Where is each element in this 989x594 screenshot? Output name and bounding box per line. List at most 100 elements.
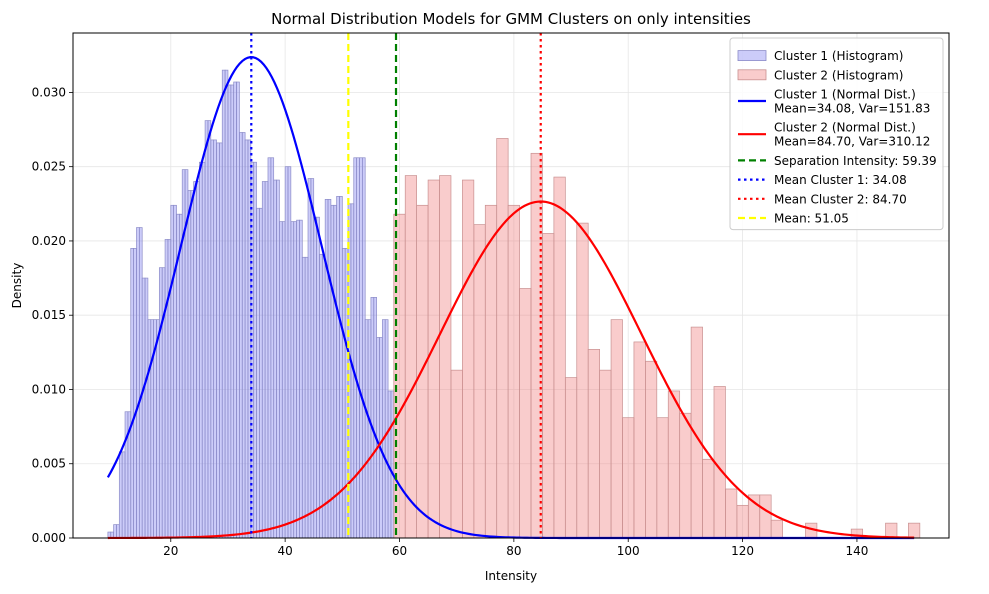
cluster1-hist-bar — [330, 204, 335, 539]
cluster2-hist-bar — [725, 488, 738, 539]
cluster2-hist-bar — [404, 175, 418, 539]
cluster2-hist-bar — [656, 417, 669, 539]
cluster1-hist-bar — [224, 69, 229, 539]
cluster2-hist-bar — [507, 204, 520, 539]
cluster1-hist-bar — [144, 277, 149, 539]
cluster1-hist-bar — [321, 253, 326, 539]
cluster2-hist-bar — [462, 179, 475, 539]
legend-swatch — [737, 69, 767, 81]
cluster1-hist-bar — [113, 524, 117, 539]
x-tick-label: 140 — [845, 544, 868, 558]
y-tick-label: 0.030 — [32, 85, 66, 99]
cluster1-hist-bar — [307, 178, 312, 539]
cluster1-hist-bar — [333, 204, 337, 539]
cluster1-hist-bar — [210, 139, 215, 539]
cluster1-hist-bar — [293, 221, 297, 539]
legend-label: Mean=34.08, Var=151.83 — [774, 102, 930, 116]
cluster1-hist-bar — [290, 221, 295, 539]
cluster2-hist-bar — [770, 519, 783, 539]
cluster1-hist-bar — [250, 161, 255, 539]
legend-label: Mean: 51.05 — [774, 212, 849, 226]
cluster1-hist-bar — [173, 204, 177, 539]
x-tick-label: 20 — [163, 544, 178, 558]
cluster1-hist-bar — [327, 199, 332, 539]
cluster1-hist-bar — [118, 451, 123, 539]
cluster2-hist-bar — [439, 175, 452, 539]
cluster1-hist-bar — [319, 253, 323, 539]
cluster1-hist-bar — [201, 161, 206, 539]
cluster1-hist-bar — [133, 248, 137, 539]
cluster1-hist-bar — [287, 166, 292, 539]
y-tick-label: 0.010 — [32, 382, 66, 396]
cluster1-hist-bar — [164, 239, 169, 539]
tick-layer: 20 40 60 80 100 120 140 0.000 0.005 0.010 0.015 0.0… — [32, 85, 869, 558]
cluster1-hist-bar — [259, 207, 263, 539]
cluster1-hist-bar — [310, 178, 315, 539]
legend-label: Cluster 1 (Normal Dist.) — [774, 88, 916, 102]
legend-label: Cluster 1 (Histogram) — [774, 49, 903, 63]
cluster2-hist-bar — [576, 222, 589, 539]
cluster2-hist-bar — [702, 458, 715, 539]
cluster1-hist-bar — [279, 221, 283, 539]
x-tick-label: 100 — [617, 544, 640, 558]
cluster2-hist-bar — [736, 504, 749, 539]
cluster1-hist-bar — [256, 207, 260, 539]
legend-label: Cluster 2 (Histogram) — [774, 68, 903, 82]
cluster1-hist-bar — [261, 181, 266, 539]
legend-label: Separation Intensity: 59.39 — [774, 154, 937, 168]
cluster1-hist-bar — [316, 216, 320, 539]
cluster1-hist-bar — [239, 132, 243, 539]
cluster1-hist-bar — [356, 157, 360, 539]
cluster2-hist-bar — [633, 341, 646, 539]
cluster1-hist-bar — [241, 132, 246, 539]
cluster2-hist-bar — [427, 179, 440, 539]
cluster1-hist-bar — [170, 204, 174, 539]
legend-label: Mean Cluster 1: 34.08 — [774, 173, 907, 187]
cluster1-hist-bar — [267, 157, 272, 539]
cluster1-hist-bar — [276, 179, 280, 539]
cluster1-hist-bar — [124, 411, 129, 539]
cluster2-hist-bar — [759, 494, 772, 539]
cluster1-hist-bar — [264, 181, 269, 539]
cluster1-hist-bar — [273, 179, 277, 539]
y-tick-label: 0.015 — [32, 308, 66, 322]
cluster1-hist-bar — [187, 190, 192, 539]
cluster2-hist-bar — [908, 522, 921, 539]
legend-label: Mean=84.70, Var=310.12 — [774, 135, 930, 149]
y-axis-label: Density — [10, 263, 24, 309]
cluster1-hist-bar — [219, 142, 223, 539]
cluster2-hist-bar — [564, 377, 578, 539]
cluster1-hist-bar — [181, 169, 186, 539]
cluster1-hist-bar — [158, 267, 163, 539]
cluster2-hist-bar — [542, 233, 555, 539]
cluster1-hist-bar — [301, 256, 306, 539]
cluster2-hist-bar — [622, 417, 635, 539]
cluster1-hist-bar — [179, 213, 183, 539]
cluster1-hist-bar — [353, 157, 357, 539]
cluster2-hist-bar — [599, 369, 612, 539]
cluster1-hist-bar — [313, 216, 317, 539]
cluster1-hist-bar — [233, 81, 237, 539]
cluster1-hist-bar — [324, 199, 329, 539]
y-tick-label: 0.020 — [32, 234, 66, 248]
cluster1-hist-bar — [390, 390, 395, 539]
cluster1-hist-bar — [341, 248, 346, 539]
cluster1-hist-bar — [190, 190, 195, 539]
cluster1-hist-bar — [384, 319, 389, 539]
legend-swatch — [737, 50, 767, 61]
cluster2-hist-bar — [553, 176, 566, 539]
cluster2-hist-bar — [679, 412, 692, 539]
cluster1-hist-bar — [199, 161, 203, 539]
cluster1-hist-bar — [227, 84, 232, 539]
cluster1-hist-bar — [281, 221, 286, 539]
cluster1-hist-bar — [296, 219, 300, 539]
y-tick-label: 0.025 — [32, 160, 66, 174]
cluster2-normal-curve — [107, 200, 915, 540]
cluster1-hist-bar — [370, 297, 375, 539]
cluster1-hist-bar — [167, 239, 172, 539]
cluster1-hist-bar — [130, 248, 134, 539]
cluster1-hist-bar — [236, 81, 240, 539]
cluster1-hist-bar — [373, 297, 377, 539]
cluster1-hist-bar — [221, 69, 226, 539]
